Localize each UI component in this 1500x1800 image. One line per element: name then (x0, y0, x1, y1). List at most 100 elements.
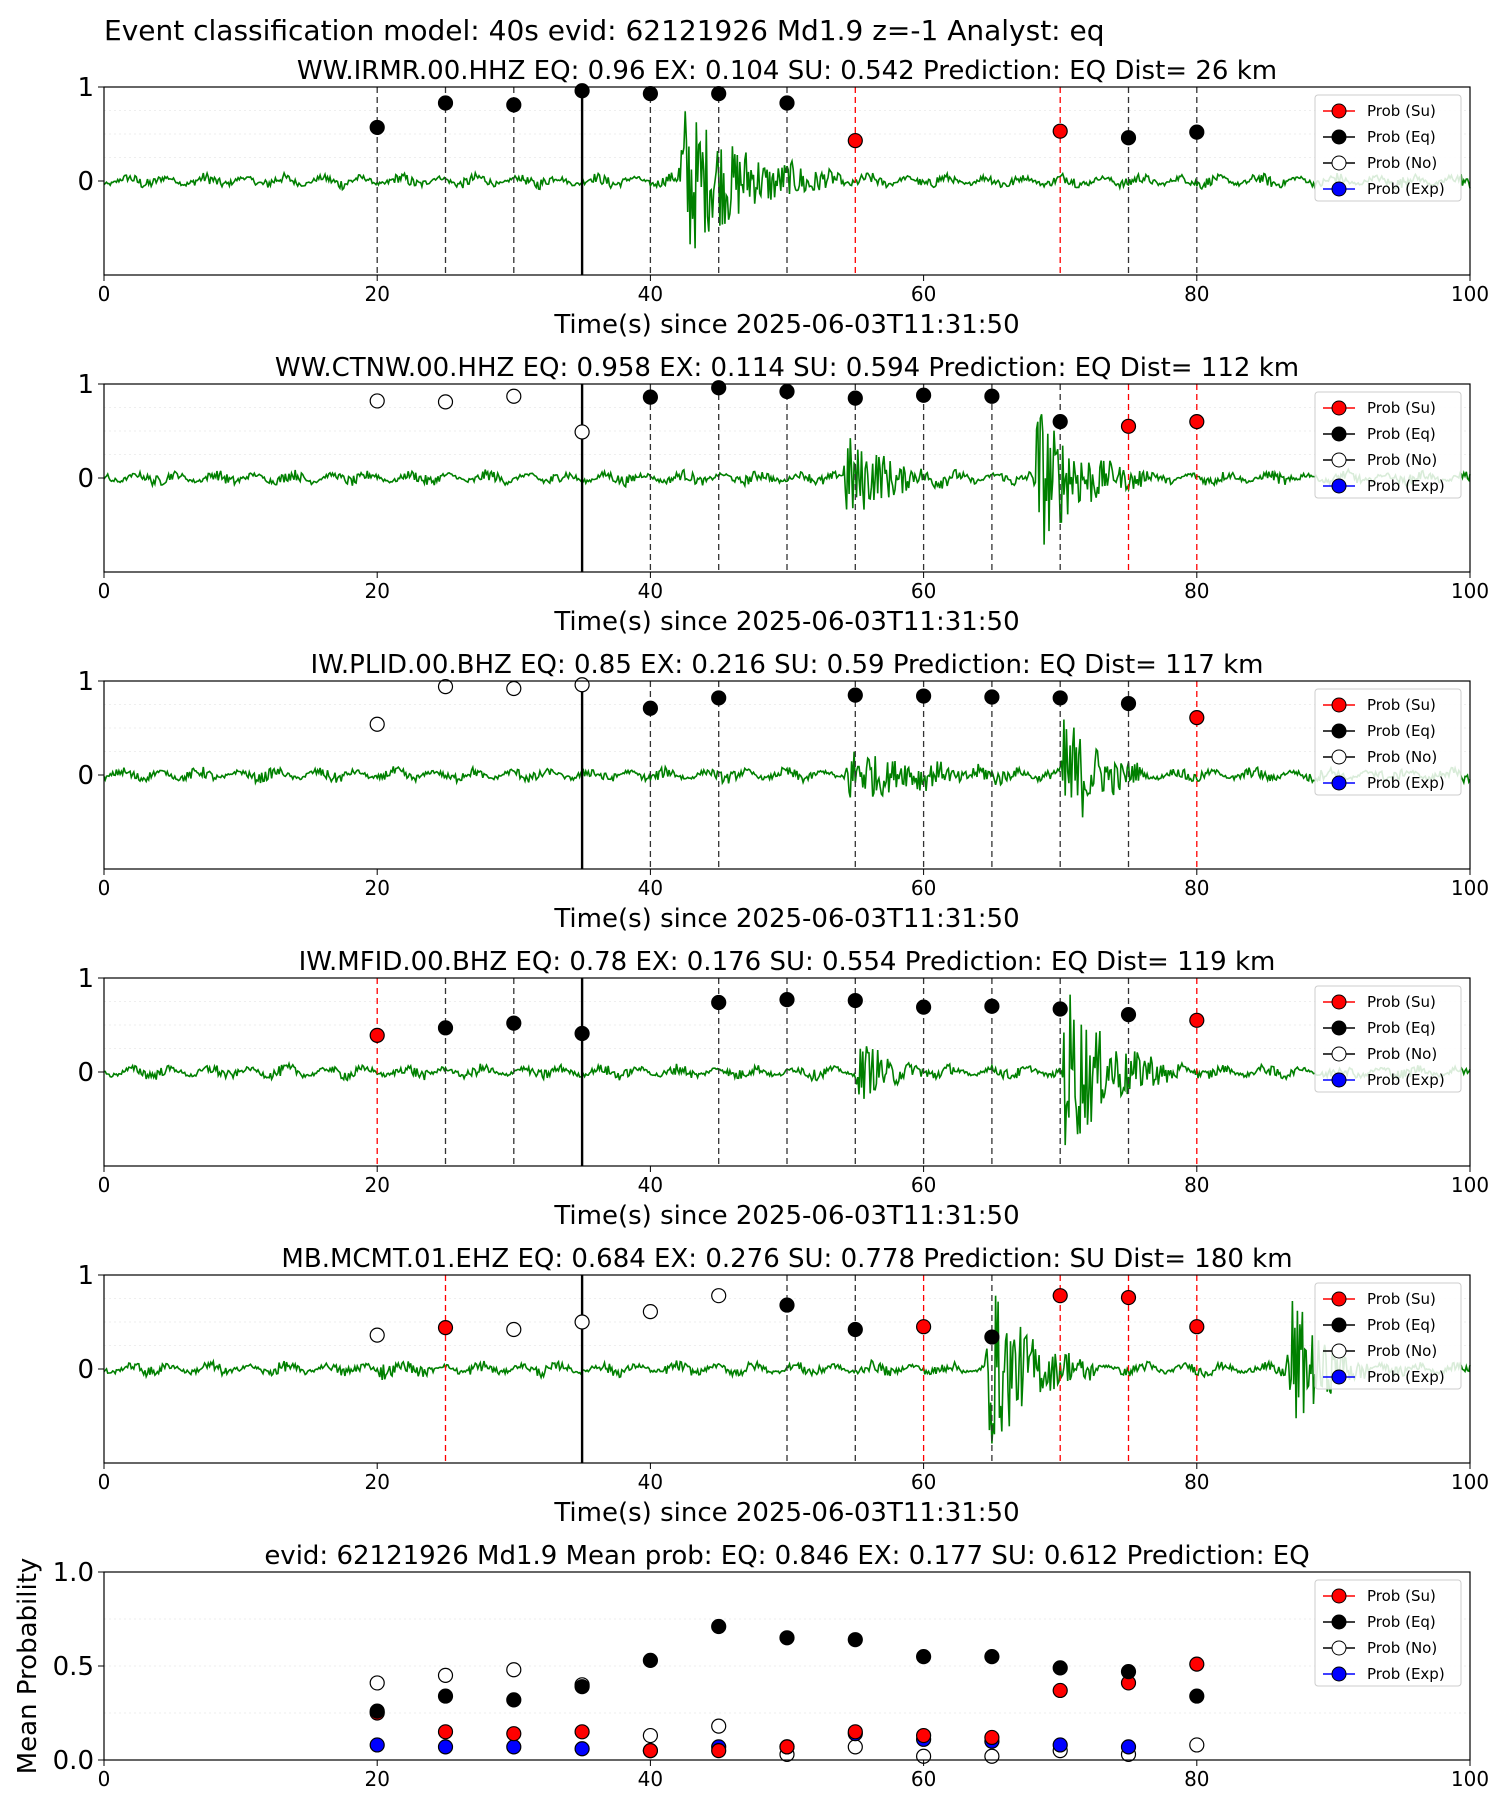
x-tick-label: 20 (364, 876, 389, 900)
x-tick-label: 40 (638, 579, 663, 603)
mean-prob-point-eq (1120, 1664, 1137, 1680)
legend-marker-no (1331, 1046, 1347, 1062)
station-panel-3: IW.PLID.00.BHZ EQ: 0.85 EX: 0.216 SU: 0.… (77, 650, 1489, 934)
prob-point-no (574, 424, 590, 440)
prob-point-eq (506, 1015, 522, 1031)
prob-point-eq (984, 1329, 1000, 1345)
legend-label-exp: Prob (Exp) (1367, 1071, 1445, 1089)
mean-prob-point-su (779, 1739, 795, 1755)
legend-marker-su (1331, 400, 1347, 416)
mean-prob-point-exp (1052, 1737, 1068, 1753)
mean-prob-point-su (642, 1742, 659, 1759)
mean-prob-point-no (506, 1662, 522, 1678)
station-panel-2: WW.CTNW.00.HHZ EQ: 0.958 EX: 0.114 SU: 0… (77, 353, 1489, 637)
prob-point-no (437, 394, 454, 410)
mean-prob-point-no (642, 1727, 659, 1744)
legend-label-eq: Prob (Eq) (1367, 425, 1436, 443)
prob-point-no (369, 716, 385, 732)
prob-point-eq (711, 85, 727, 102)
panel-title: WW.IRMR.00.HHZ EQ: 0.96 EX: 0.104 SU: 0.… (297, 56, 1277, 86)
legend-label-eq: Prob (Eq) (1367, 722, 1436, 740)
prob-point-su (1189, 1012, 1205, 1028)
x-tick-label: 100 (1451, 876, 1489, 900)
prob-point-su (847, 132, 863, 149)
legend-marker-su (1331, 994, 1347, 1010)
prob-point-eq (1120, 130, 1137, 146)
legend-label-no: Prob (No) (1367, 451, 1437, 469)
panel-title: IW.PLID.00.BHZ EQ: 0.85 EX: 0.216 SU: 0.… (311, 650, 1264, 680)
panel-title: WW.CTNW.00.HHZ EQ: 0.958 EX: 0.114 SU: 0… (275, 353, 1299, 383)
prob-point-eq (847, 687, 863, 703)
prob-point-no (437, 679, 454, 695)
mean-prob-point-exp (1120, 1739, 1137, 1755)
mean-prob-point-exp (369, 1737, 385, 1753)
x-tick-label: 40 (638, 876, 663, 900)
mean-prob-point-su (915, 1727, 932, 1744)
x-tick-label: 20 (364, 1767, 389, 1791)
panel-title: IW.MFID.00.BHZ EQ: 0.78 EX: 0.176 SU: 0.… (299, 947, 1276, 977)
x-tick-label: 80 (1184, 579, 1209, 603)
figure-suptitle: Event classification model: 40s evid: 62… (104, 14, 1105, 47)
x-tick-label: 20 (364, 1470, 389, 1494)
station-panel-4: IW.MFID.00.BHZ EQ: 0.78 EX: 0.176 SU: 0.… (77, 947, 1489, 1231)
legend-box (1314, 1282, 1462, 1390)
mean-prob-point-eq (369, 1703, 385, 1719)
x-tick-label: 60 (911, 1173, 936, 1197)
x-axis-label: Time(s) since 2025-06-03T11:31:50 (553, 607, 1019, 637)
legend-label-exp: Prob (Exp) (1367, 1665, 1445, 1683)
x-tick-label: 60 (911, 1470, 936, 1494)
prob-point-eq (915, 387, 932, 403)
prob-point-eq (779, 992, 795, 1008)
x-tick-label: 20 (364, 579, 389, 603)
legend-label-eq: Prob (Eq) (1367, 1019, 1436, 1037)
mean-prob-point-no (369, 1675, 385, 1691)
legend-label-exp: Prob (Exp) (1367, 774, 1445, 792)
legend-marker-exp (1331, 181, 1347, 197)
legend-box (1314, 391, 1462, 499)
prob-point-no (711, 1288, 727, 1304)
mean-prob-point-no (847, 1739, 863, 1755)
legend-label-exp: Prob (Exp) (1367, 1368, 1445, 1386)
legend-box (1314, 688, 1462, 796)
legend-label-eq: Prob (Eq) (1367, 1316, 1436, 1334)
x-tick-label: 60 (911, 876, 936, 900)
y-tick-label: 0 (77, 464, 94, 494)
prob-point-eq (506, 97, 522, 113)
prob-point-eq (1189, 124, 1205, 140)
station-panel-5: MB.MCMT.01.EHZ EQ: 0.684 EX: 0.276 SU: 0… (77, 1244, 1489, 1528)
x-tick-label: 0 (98, 1767, 111, 1791)
x-tick-label: 0 (98, 1470, 111, 1494)
x-tick-label: 0 (98, 1173, 111, 1197)
legend-label-su: Prob (Su) (1367, 102, 1436, 120)
panel-title: evid: 62121926 Md1.9 Mean prob: EQ: 0.84… (264, 1541, 1309, 1571)
prob-point-eq (1052, 1001, 1068, 1017)
mean-prob-point-su (847, 1724, 863, 1740)
prob-point-no (574, 1314, 590, 1330)
legend-marker-no (1331, 749, 1347, 765)
legend-marker-eq (1331, 426, 1347, 442)
prob-point-su (1120, 1289, 1137, 1306)
prob-point-eq (437, 95, 454, 111)
x-tick-label: 100 (1451, 579, 1489, 603)
waveform-trace (103, 414, 1471, 545)
legend-label-su: Prob (Su) (1367, 1587, 1436, 1605)
prob-point-eq (779, 383, 795, 400)
mean-prob-point-su (574, 1724, 590, 1740)
prob-point-no (642, 1304, 659, 1320)
legend-marker-su (1331, 1291, 1347, 1307)
mean-prob-point-no (711, 1718, 727, 1734)
mean-prob-point-no (984, 1748, 1000, 1764)
prob-point-eq (915, 999, 932, 1015)
legend-marker-eq (1331, 723, 1347, 739)
mean-prob-point-su (1189, 1656, 1205, 1672)
legend-label-no: Prob (No) (1367, 1045, 1437, 1063)
legend-label-no: Prob (No) (1367, 1342, 1437, 1360)
y-tick-label: 0 (77, 1058, 94, 1088)
prob-point-eq (984, 998, 1000, 1014)
x-tick-label: 60 (911, 579, 936, 603)
waveform-trace (103, 719, 1471, 818)
x-axis-label: Time(s) since 2025-06-03T11:31:50 (553, 904, 1019, 934)
x-tick-label: 0 (98, 876, 111, 900)
prob-point-no (506, 680, 522, 697)
mean-prob-point-su (437, 1724, 454, 1740)
